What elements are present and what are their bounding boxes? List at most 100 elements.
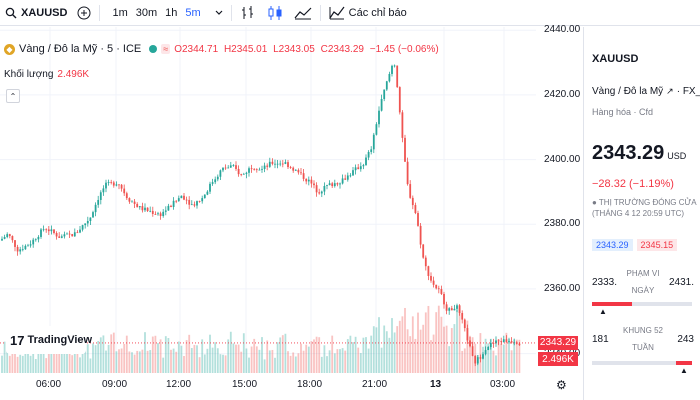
- bar-chart-type-icon[interactable]: [235, 0, 261, 26]
- collapse-legend-button[interactable]: ⌃: [6, 89, 20, 103]
- volume-bar: [440, 316, 443, 373]
- candle-body: [138, 206, 141, 208]
- candle-body: [489, 342, 492, 348]
- volume-bar: [287, 351, 289, 373]
- candle-body: [214, 179, 217, 183]
- volume-bar: [385, 331, 388, 373]
- volume-bar: [40, 350, 42, 373]
- volume-bar: [198, 357, 201, 373]
- volume-bar: [89, 358, 92, 373]
- candle-body: [419, 225, 422, 245]
- candle-body: [60, 236, 63, 238]
- toolbar-symbol: XAUUSD: [21, 6, 68, 19]
- volume-bar: [227, 339, 230, 373]
- external-link-icon[interactable]: ↗: [666, 86, 674, 96]
- candle-body: [344, 178, 347, 180]
- volume-bar: [29, 355, 32, 373]
- volume-bar: [495, 355, 497, 373]
- chevron-down-icon[interactable]: [210, 0, 228, 26]
- plus-circle-icon: [77, 6, 91, 20]
- volume-bar: [45, 358, 48, 373]
- volume-bar: [177, 341, 180, 373]
- candle-body: [68, 233, 71, 235]
- volume-bar: [253, 338, 256, 373]
- price-chart[interactable]: [0, 27, 536, 373]
- symbol-search[interactable]: XAUUSD: [0, 0, 72, 26]
- volume-bar: [201, 339, 204, 373]
- candle-body: [445, 304, 448, 311]
- candle-body: [474, 355, 477, 364]
- time-axis[interactable]: 06:00 09:00 12:00 15:00 18:00 21:00 13 03:00: [0, 375, 582, 400]
- candle-body: [86, 220, 89, 224]
- candle-body: [346, 175, 349, 180]
- candle-body: [162, 211, 165, 217]
- volume-bar: [341, 348, 344, 373]
- volume-bar: [333, 353, 336, 373]
- interval-1m[interactable]: 1m: [112, 6, 128, 19]
- candle-body: [180, 195, 183, 199]
- volume-bar: [271, 349, 274, 373]
- volume-bar: [443, 326, 445, 373]
- volume-bar: [94, 345, 97, 373]
- candle-body: [333, 183, 336, 187]
- candle-chart-type-icon[interactable]: [261, 0, 289, 26]
- panel-category: Hàng hóa · Cfd: [592, 107, 654, 117]
- price-axis[interactable]: 2440.002420.002400.002380.002360.002340.…: [536, 24, 582, 373]
- volume-bar: [53, 353, 55, 373]
- volume-bar: [289, 355, 292, 373]
- volume-bar: [263, 359, 266, 373]
- interval-1h[interactable]: 1h: [165, 6, 178, 19]
- candle-body: [232, 165, 235, 166]
- y-tick-label: 2440.00: [544, 24, 581, 36]
- volume-bar: [292, 352, 295, 373]
- volume-bar: [146, 350, 149, 373]
- candle-body: [385, 81, 388, 90]
- volume-bar: [133, 354, 136, 373]
- wave-icon: ≈: [161, 44, 171, 54]
- bid-price[interactable]: 2343.29: [592, 239, 633, 251]
- indicators-button[interactable]: Các chỉ báo: [324, 0, 412, 26]
- area-chart-icon[interactable]: [289, 0, 317, 26]
- volume-bar: [323, 345, 326, 373]
- ask-price[interactable]: 2345.15: [636, 239, 678, 251]
- gear-icon[interactable]: ⚙: [556, 378, 567, 392]
- candle-body: [396, 65, 399, 88]
- interval-5m[interactable]: 5m: [185, 6, 201, 19]
- volume-bar: [300, 343, 302, 373]
- volume-bar: [110, 334, 113, 373]
- indicators-icon: [329, 6, 345, 20]
- volume-bar: [313, 339, 315, 373]
- chart-area[interactable]: ◆ Vàng / Đô la Mỹ · 5 · ICE ≈ O2344.71 H…: [0, 27, 582, 400]
- candle-body: [487, 347, 490, 351]
- x-tick-label: 15:00: [232, 379, 258, 390]
- volume-bar: [268, 350, 271, 373]
- candle-body: [357, 167, 360, 170]
- volume-bar: [432, 334, 435, 373]
- volume-bar: [513, 339, 516, 373]
- candle-body: [118, 184, 120, 186]
- candle-body: [424, 257, 427, 267]
- volume-bar: [518, 339, 521, 373]
- candle-body: [136, 203, 139, 208]
- volume-bar: [274, 357, 276, 373]
- volume-bar: [175, 351, 178, 373]
- candle-body: [81, 225, 84, 230]
- week52-range-low: 181: [592, 334, 609, 345]
- x-tick-label: 06:00: [36, 379, 62, 390]
- volume-bar: [131, 352, 133, 373]
- divider: [230, 4, 232, 21]
- candle-body: [258, 169, 261, 171]
- day-range-label: PHẠM VI NGÀY: [626, 269, 660, 295]
- volume-bar: [276, 342, 279, 373]
- search-icon: [5, 7, 17, 19]
- chart-legend: ◆ Vàng / Đô la Mỹ · 5 · ICE ≈ O2344.71 H…: [4, 43, 442, 55]
- add-symbol-button[interactable]: [72, 0, 96, 26]
- volume-bar: [123, 343, 126, 373]
- candle-body: [27, 245, 29, 247]
- tradingview-logo[interactable]: 17 TradingView: [6, 326, 92, 354]
- interval-30m[interactable]: 30m: [135, 6, 158, 19]
- last-volume-value: 2.496K: [542, 353, 574, 365]
- candle-body: [300, 172, 302, 174]
- volume-bar: [14, 339, 16, 373]
- volume-bar: [388, 337, 391, 373]
